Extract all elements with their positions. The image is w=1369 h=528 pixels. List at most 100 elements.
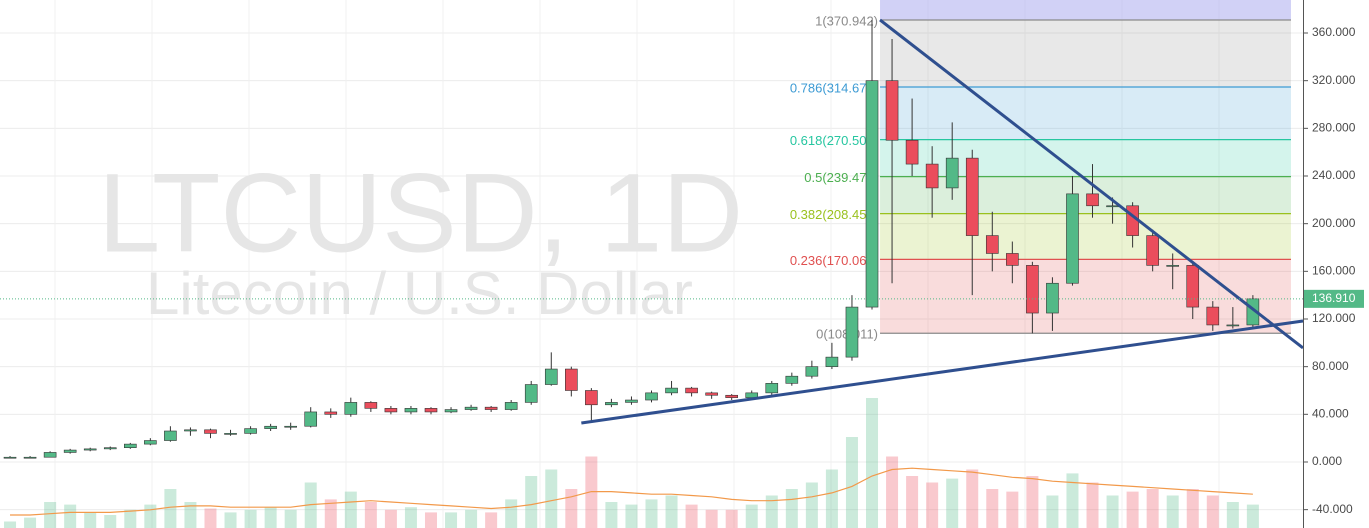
fib-band: [880, 213, 1291, 260]
candle-body: [1066, 193, 1079, 284]
volume-bar: [4, 521, 17, 528]
y-tick-label: 40.000: [1312, 406, 1349, 420]
candle-body: [444, 409, 458, 413]
volume-bar: [1186, 489, 1199, 528]
volume-ma-line: [10, 467, 1253, 516]
volume-bar: [705, 509, 718, 528]
candle-body: [464, 406, 478, 410]
volume-bar: [805, 482, 818, 528]
volume-bar: [926, 482, 939, 528]
candle-body: [404, 408, 418, 413]
watermark: LTCUSD, 1D Litecoin / U.S. Dollar: [98, 151, 743, 327]
volume-bar: [845, 437, 858, 528]
candle-body: [484, 406, 498, 410]
volume-bar: [64, 504, 77, 528]
candle-body: [224, 433, 237, 435]
volume-bar: [585, 456, 598, 528]
candle-body: [805, 366, 819, 377]
y-tick-label: 120.000: [1312, 311, 1356, 325]
candle-body: [244, 428, 257, 434]
volume-bar: [1126, 491, 1139, 528]
candle-body: [1006, 253, 1019, 266]
trendline: [879, 18, 1304, 350]
volume-bar: [745, 504, 758, 528]
volume-bar: [184, 502, 197, 528]
volume-bar: [1006, 491, 1019, 528]
trendlines: [0, 18, 1304, 425]
candle-body: [1226, 324, 1240, 327]
candle-body: [685, 387, 698, 394]
volume-bar: [1046, 495, 1059, 528]
y-tick-label: 80.000: [1312, 359, 1349, 373]
candle-body: [645, 392, 658, 401]
volume-bar: [645, 499, 658, 528]
candle-body: [184, 429, 197, 432]
volume-bar: [1086, 482, 1099, 528]
fib-band: [880, 176, 1291, 214]
volume: [4, 398, 1259, 528]
volume-bar: [1146, 489, 1159, 528]
candle-body: [83, 448, 97, 451]
candle-body: [1206, 306, 1220, 326]
volume-bar: [284, 509, 297, 528]
volume-bar: [304, 482, 317, 528]
volume-bar: [1226, 502, 1239, 528]
volume-bar: [164, 489, 177, 528]
volume-bar: [765, 495, 778, 528]
candle-body: [164, 430, 177, 441]
candle-body: [865, 80, 879, 308]
volume-bar: [986, 489, 999, 528]
y-tick-label: 160.000: [1312, 264, 1356, 278]
volume-bar: [384, 509, 397, 528]
candle-body: [905, 139, 919, 165]
volume-bar: [505, 499, 518, 528]
volume-bar: [1246, 504, 1259, 528]
candle-body: [63, 449, 77, 453]
y-tick-label: -40.000: [1312, 502, 1353, 516]
candle-body: [524, 384, 538, 403]
candle-body: [1166, 265, 1179, 267]
volume-bar: [825, 469, 838, 528]
volume-bar: [866, 398, 879, 528]
candle-body: [785, 375, 799, 384]
y-tick-label: 280.000: [1312, 121, 1356, 135]
y-tick-label: 0.000: [1312, 454, 1342, 468]
volume-bar: [625, 504, 638, 528]
volume-bar: [224, 512, 237, 528]
last-price-label: 136.910: [1312, 291, 1356, 305]
y-tick-label: 200.000: [1312, 216, 1356, 230]
fib-level-label: 1(370.942): [815, 13, 878, 28]
fib-level-label: 0.382(208.450): [790, 207, 878, 222]
candle-body: [23, 456, 37, 459]
volume-bar: [144, 504, 157, 528]
volume-bar: [565, 489, 578, 528]
volume-bar: [424, 512, 437, 528]
candle-body: [605, 402, 618, 406]
volume-bar: [264, 507, 277, 528]
volume-bar: [244, 509, 257, 528]
volume-bar: [946, 478, 959, 528]
watermark-description: Litecoin / U.S. Dollar: [146, 260, 693, 327]
fib-top-band: [880, 0, 1291, 20]
candle-body: [304, 411, 318, 427]
candle-body: [585, 390, 598, 406]
candle-body: [725, 394, 738, 398]
volume-bar: [785, 489, 798, 528]
fib-level-label: 0.786(314.674): [790, 80, 878, 95]
volume-bar: [104, 515, 117, 528]
fib-level-label: 0.5(239.476): [804, 170, 878, 185]
candle-body: [1086, 193, 1099, 207]
y-tick-label: 240.000: [1312, 168, 1356, 182]
candle-body: [625, 399, 638, 403]
candle-body: [665, 387, 678, 394]
fib-band: [880, 259, 1291, 334]
candle-body: [1146, 235, 1159, 266]
candle-body: [885, 80, 899, 141]
volume-bar: [605, 502, 618, 528]
y-tick-label: 360.000: [1312, 25, 1356, 39]
fib-level-label: 0.618(270.502): [790, 133, 878, 148]
candle-body: [1046, 282, 1059, 314]
volume-bar: [204, 508, 217, 528]
candle-body: [3, 456, 17, 459]
fib-band: [880, 19, 1291, 88]
